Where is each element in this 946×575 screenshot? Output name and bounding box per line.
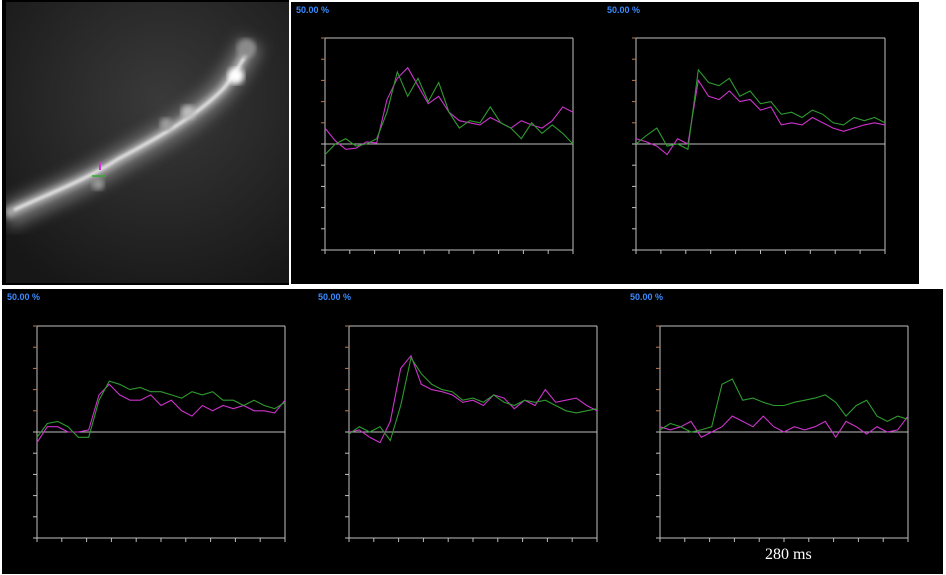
chart-row-top: 50.00 % 50.00 % (291, 2, 919, 284)
trace-magenta (659, 415, 909, 439)
scale-label-3: 50.00 % (7, 292, 41, 302)
scale-label-2: 50.00 % (607, 5, 641, 15)
trace-green (36, 380, 286, 438)
scale-label-4: 50.00 % (318, 292, 352, 302)
scale-label-5: 50.00 % (630, 292, 664, 302)
micrograph-panel (2, 0, 289, 285)
micrograph-image (6, 2, 289, 283)
trace-green (348, 356, 598, 442)
time-scale-caption: 280 ms (765, 546, 812, 563)
trace-magenta (348, 354, 598, 444)
dendrite-image (6, 2, 289, 283)
scale-label-1: 50.00 % (296, 5, 330, 15)
trace-magenta (324, 66, 574, 150)
trace-magenta (635, 78, 886, 156)
trace-green (324, 70, 574, 155)
trace-green (635, 68, 886, 151)
trace-green (659, 378, 909, 433)
